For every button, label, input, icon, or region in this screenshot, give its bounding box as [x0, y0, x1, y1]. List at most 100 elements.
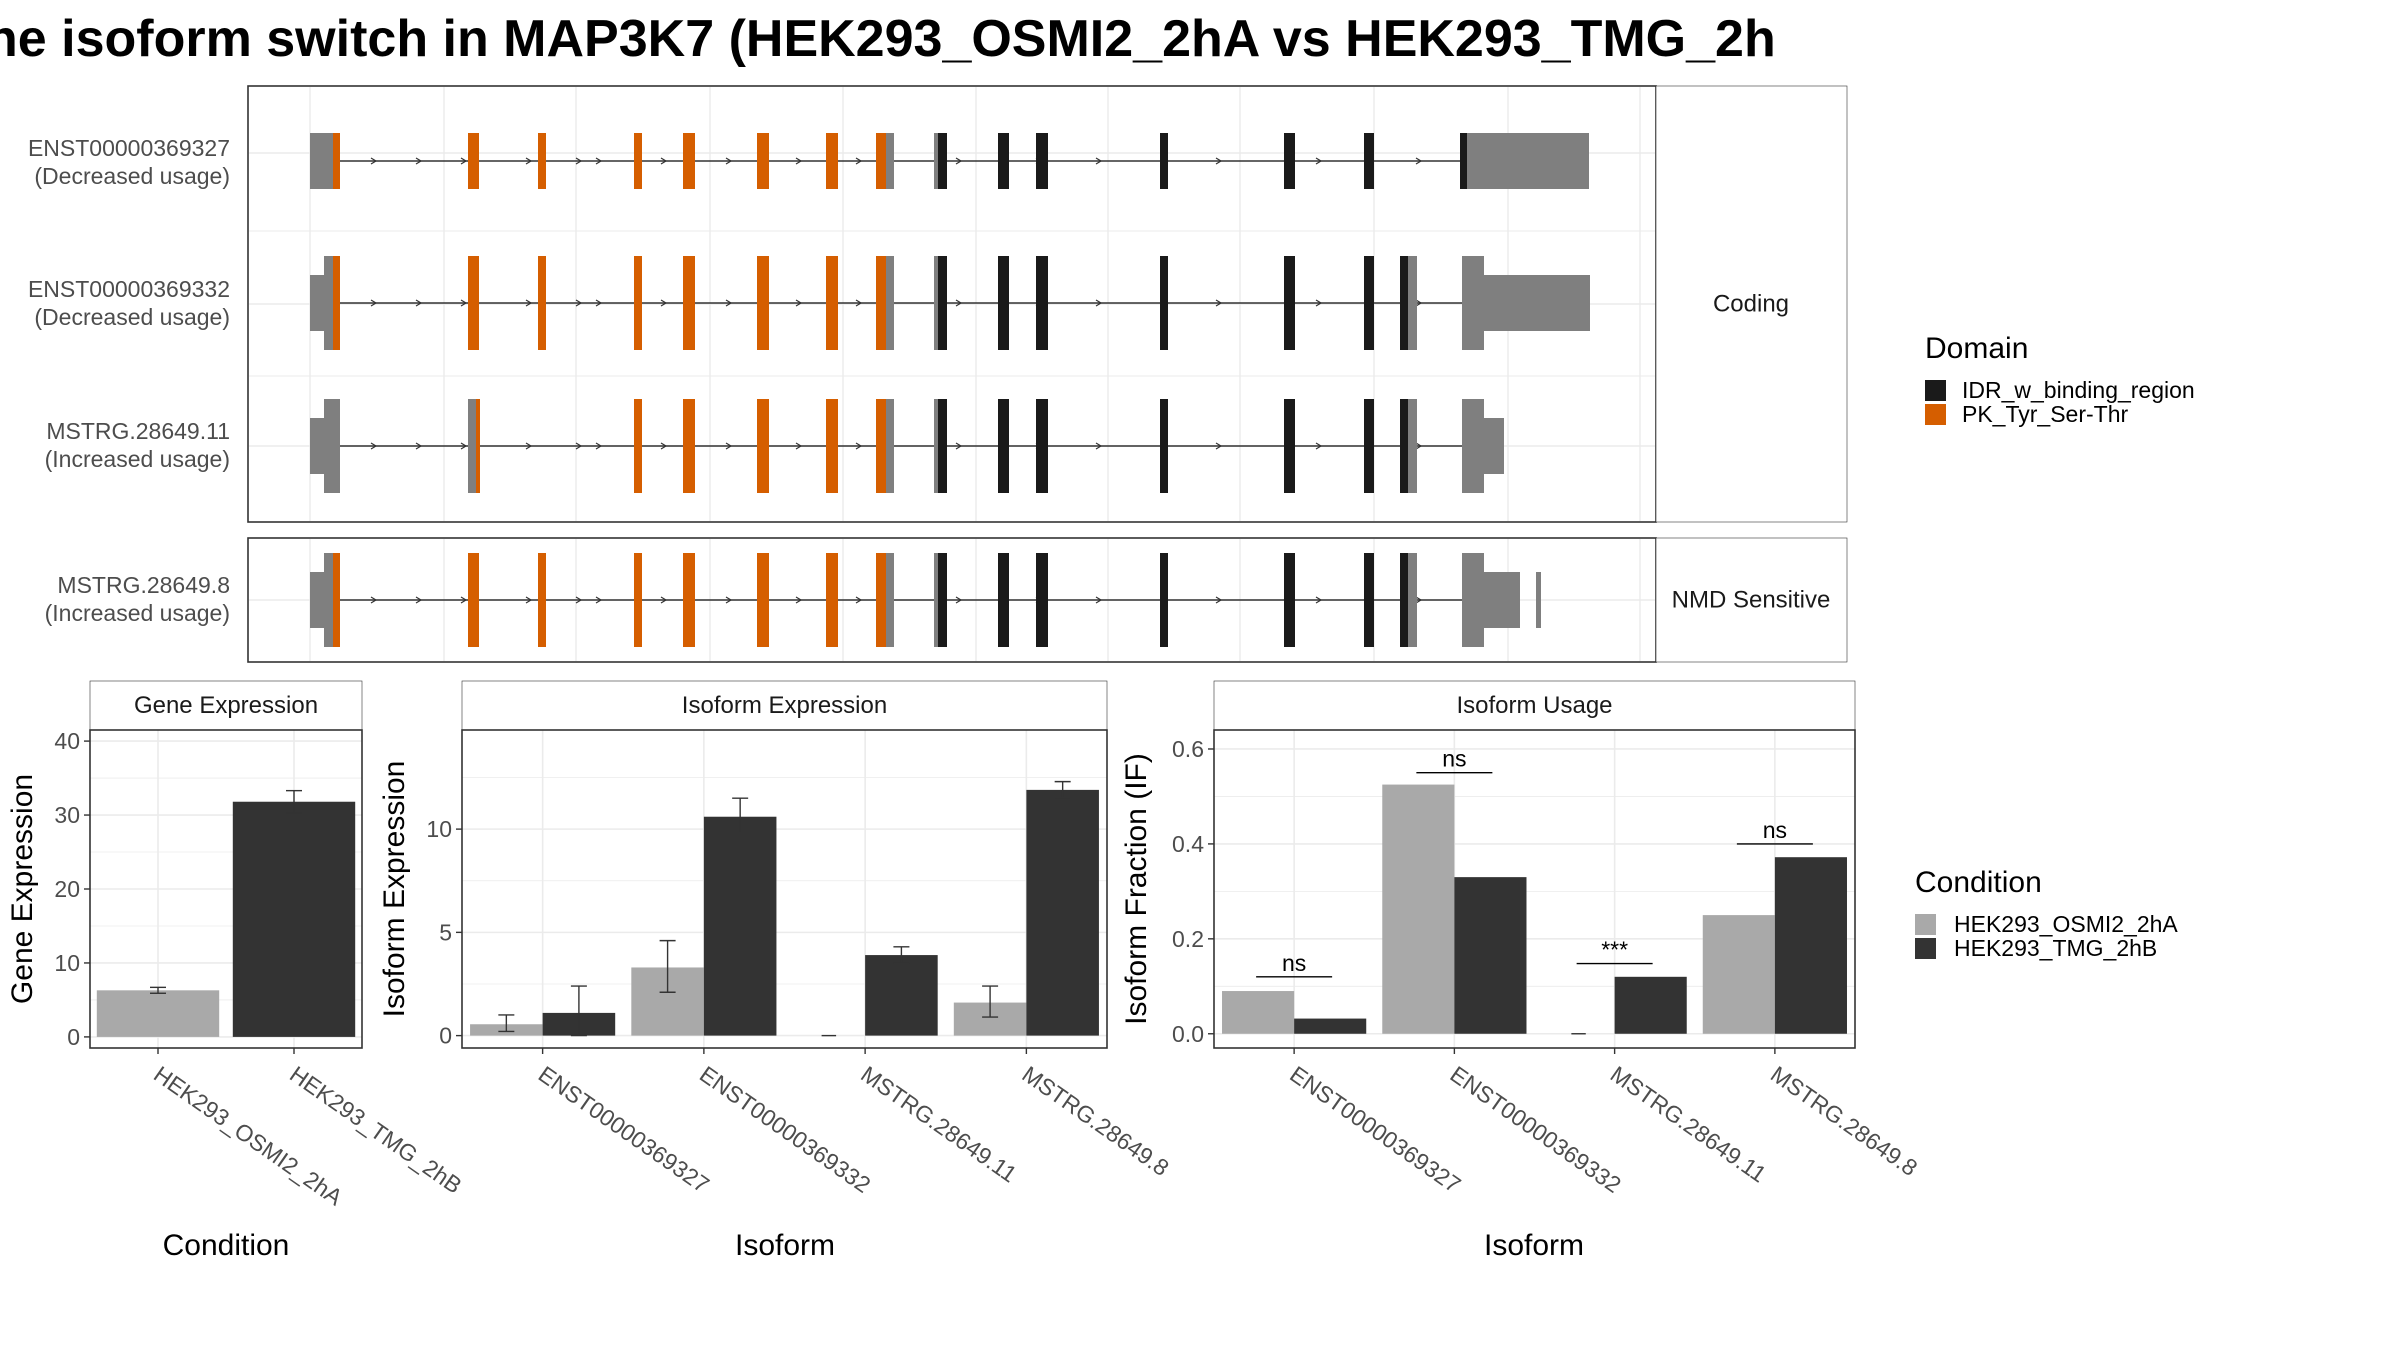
isoform-usage-panel: Isoform Usage ns ns *** ns 0.0 0.2 0.4 0.6 ENST00…	[1120, 680, 1922, 1262]
intron-arrow	[795, 299, 803, 307]
pk-domain-exon	[876, 553, 886, 647]
panel-strip	[89, 680, 363, 731]
pk-domain-exon	[876, 399, 886, 493]
significance-label: ns	[1442, 746, 1466, 772]
pk-domain-exon	[333, 553, 340, 647]
pk-domain-exon	[333, 256, 340, 350]
utr-exon	[934, 256, 940, 350]
idr-domain-exon	[1364, 553, 1374, 647]
significance-label: ns	[1763, 817, 1787, 843]
utr-exon	[310, 275, 324, 331]
pk-domain-exon	[826, 399, 838, 493]
idr-domain-exon	[1460, 133, 1468, 189]
utr-exon	[934, 553, 940, 647]
bar	[1382, 784, 1455, 1034]
intron-arrow	[575, 442, 583, 450]
bar	[96, 990, 220, 1037]
intron-arrow	[1415, 596, 1423, 604]
intron-arrow	[1215, 442, 1223, 450]
intron-arrow	[595, 299, 603, 307]
domain-legend-title: Domain	[1925, 332, 2028, 365]
idr-domain-exon	[1160, 133, 1168, 189]
idr-domain-exon	[1400, 399, 1409, 493]
facet-strip-coding	[1655, 85, 1848, 523]
utr-exon	[1462, 553, 1484, 647]
intron-arrow	[575, 157, 583, 165]
intron-arrow	[795, 596, 803, 604]
transcript-track	[310, 133, 1589, 189]
pk-domain-exon	[683, 553, 695, 647]
idr-domain-exon	[1284, 553, 1295, 647]
condition-legend: Condition HEK293_OSMI2_2hA HEK293_TMG_2h…	[1915, 866, 2178, 961]
bar	[1294, 1018, 1367, 1034]
y-tick-label: 5	[439, 919, 452, 945]
pk-domain-exon	[468, 133, 479, 189]
y-tick-label: 0.4	[1172, 831, 1204, 857]
utr-exon	[1467, 133, 1589, 189]
intron-arrow	[575, 299, 583, 307]
intron-arrow	[660, 596, 668, 604]
intron-arrow	[415, 157, 423, 165]
idr-domain-exon	[998, 399, 1009, 493]
x-axis-label: Condition	[163, 1229, 290, 1262]
idr-domain-exon	[998, 553, 1009, 647]
pk-domain-exon	[826, 256, 838, 350]
intron-arrow	[460, 596, 468, 604]
intron-arrow	[955, 157, 963, 165]
bar	[703, 816, 777, 1036]
pk-domain-exon	[468, 256, 479, 350]
intron-arrow	[725, 596, 733, 604]
intron-arrow	[460, 442, 468, 450]
pk-domain-exon	[757, 553, 769, 647]
panel-strip-title: Isoform Usage	[1456, 692, 1612, 719]
isoform-label-id: MSTRG.28649.11	[46, 418, 230, 444]
condition-legend-swatch-b	[1915, 938, 1936, 959]
intron-arrow	[525, 596, 533, 604]
pk-domain-exon	[538, 256, 546, 350]
intron-arrow	[1315, 157, 1323, 165]
utr-exon	[934, 133, 940, 189]
x-tick-label: ENST00000369332	[695, 1061, 875, 1198]
transcript-tracks	[310, 133, 1590, 647]
y-tick-label: 30	[54, 802, 80, 828]
domain-legend-swatch-idr	[1925, 380, 1946, 401]
utr-exon	[1462, 399, 1484, 493]
utr-exon	[1484, 418, 1504, 474]
panel-strip-title: Isoform Expression	[682, 692, 887, 719]
panel-border	[461, 729, 1108, 1049]
idr-domain-exon	[938, 553, 947, 647]
bar	[1702, 915, 1775, 1034]
bar	[1026, 789, 1099, 1036]
intron-arrow	[660, 157, 668, 165]
intron-arrow	[955, 596, 963, 604]
y-axis-label: Isoform Expression	[378, 761, 411, 1018]
utr-exon	[934, 399, 940, 493]
isoform-label-id: ENST00000369327	[28, 135, 230, 161]
intron-arrow	[1095, 299, 1103, 307]
pk-domain-exon	[538, 553, 546, 647]
bar	[232, 801, 356, 1037]
idr-domain-exon	[1284, 399, 1295, 493]
intron-arrow	[370, 596, 378, 604]
intron-arrow	[415, 596, 423, 604]
pk-domain-exon	[757, 133, 769, 189]
condition-legend-label-b: HEK293_TMG_2hB	[1954, 935, 2157, 961]
intron-arrow	[1215, 596, 1223, 604]
condition-legend-title: Condition	[1915, 866, 2042, 899]
idr-domain-exon	[998, 256, 1009, 350]
x-tick-label: ENST00000369327	[1285, 1061, 1465, 1198]
x-axis-label: Isoform	[735, 1229, 835, 1262]
y-tick-label: 20	[54, 876, 80, 902]
transcript-track	[310, 256, 1590, 350]
utr-exon	[1484, 275, 1590, 331]
intron-arrow	[415, 299, 423, 307]
pk-domain-exon	[757, 256, 769, 350]
intron-arrow	[595, 442, 603, 450]
x-tick-label: ENST00000369332	[1446, 1061, 1626, 1198]
x-axis-label: Isoform	[1484, 1229, 1584, 1262]
intron-arrow	[595, 596, 603, 604]
idr-domain-exon	[1284, 256, 1295, 350]
utr-exon	[1408, 399, 1417, 493]
utr-exon	[1484, 572, 1520, 628]
intron-arrow	[1315, 596, 1323, 604]
